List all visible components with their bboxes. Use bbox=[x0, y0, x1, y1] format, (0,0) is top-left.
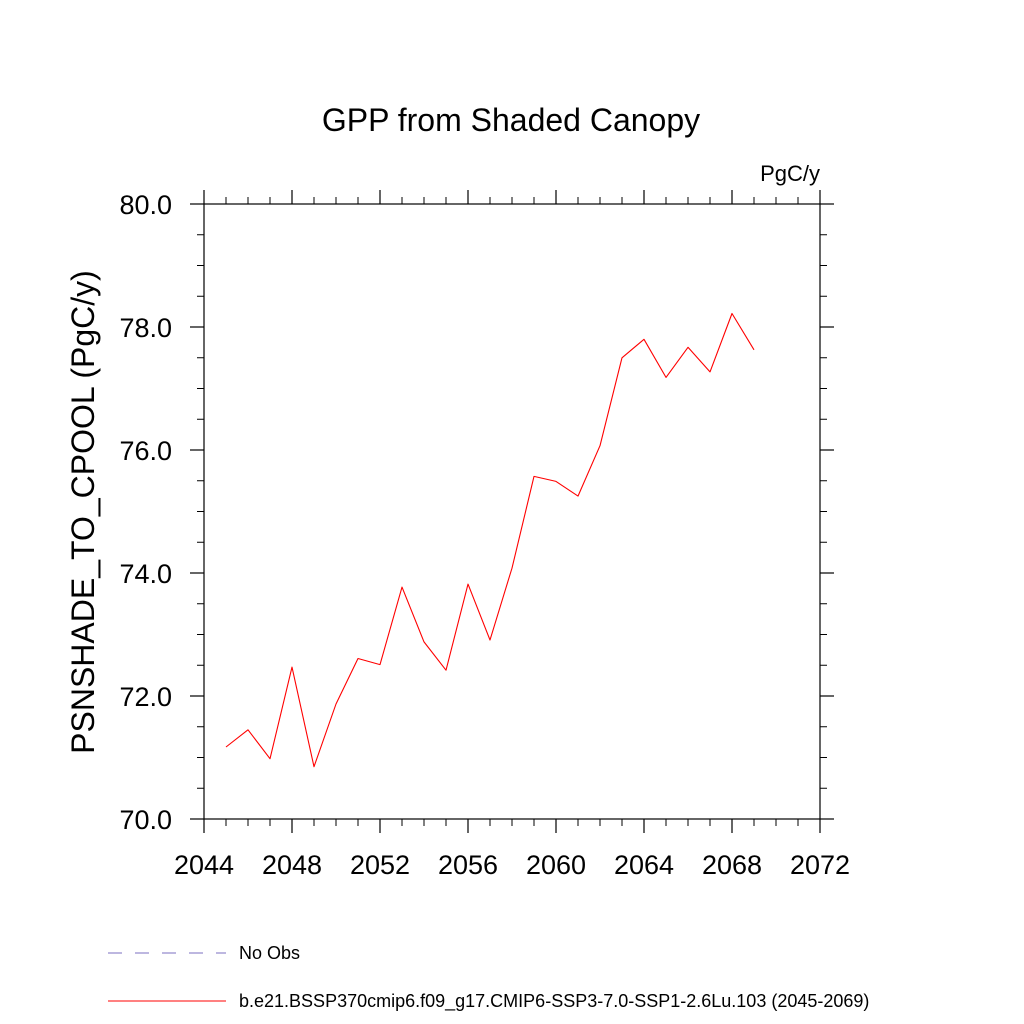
x-tick-label-2044: 2044 bbox=[174, 850, 234, 880]
data-point bbox=[599, 445, 600, 446]
legend: No Obs b.e21.BSSP370cmip6.f09_g17.CMIP6-… bbox=[108, 943, 869, 1012]
x-tick-label-2072: 2072 bbox=[790, 850, 850, 880]
data-point bbox=[533, 476, 534, 477]
data-point bbox=[643, 339, 644, 340]
axis-ticks bbox=[190, 190, 834, 833]
data-point bbox=[291, 666, 292, 667]
data-point bbox=[753, 349, 754, 350]
data-point bbox=[731, 313, 732, 314]
plot-area bbox=[203, 203, 821, 820]
legend-label-model-run: b.e21.BSSP370cmip6.f09_g17.CMIP6-SSP3-7.… bbox=[239, 991, 869, 1012]
data-point bbox=[665, 377, 666, 378]
data-point bbox=[401, 587, 402, 588]
data-point bbox=[577, 496, 578, 497]
data-point bbox=[335, 703, 336, 704]
data-point bbox=[709, 371, 710, 372]
series-line-0 bbox=[225, 312, 755, 768]
y-tick-label-76.0: 76.0 bbox=[119, 436, 172, 466]
x-tick-label-2048: 2048 bbox=[262, 850, 322, 880]
data-point bbox=[423, 641, 424, 642]
x-tick-label-2052: 2052 bbox=[350, 850, 410, 880]
data-point bbox=[467, 583, 468, 584]
data-point bbox=[313, 766, 314, 767]
data-point bbox=[511, 567, 512, 568]
data-point bbox=[269, 758, 270, 759]
y-tick-label-80.0: 80.0 bbox=[119, 190, 172, 220]
units-label: PgC/y bbox=[760, 161, 820, 186]
data-point bbox=[225, 746, 226, 747]
plot-frame bbox=[203, 203, 821, 820]
series-layer bbox=[225, 312, 755, 768]
y-axis-label: PSNSHADE_TO_CPOOL (PgC/y) bbox=[65, 270, 101, 754]
y-tick-label-72.0: 72.0 bbox=[119, 682, 172, 712]
data-point bbox=[247, 729, 248, 730]
data-point bbox=[555, 481, 556, 482]
x-tick-label-2060: 2060 bbox=[526, 850, 586, 880]
x-tick-label-2056: 2056 bbox=[438, 850, 498, 880]
x-tick-label-2068: 2068 bbox=[702, 850, 762, 880]
y-tick-label-70.0: 70.0 bbox=[119, 805, 172, 835]
y-tick-labels: 70.0 72.0 74.0 76.0 78.0 80.0 bbox=[119, 190, 172, 835]
x-tick-labels: 2044 2048 2052 2056 2060 2064 2068 2072 bbox=[174, 850, 850, 880]
y-tick-label-78.0: 78.0 bbox=[119, 313, 172, 343]
data-point bbox=[489, 639, 490, 640]
data-point bbox=[687, 347, 688, 348]
legend-label-no-obs: No Obs bbox=[239, 943, 300, 963]
chart-title: GPP from Shaded Canopy bbox=[322, 102, 700, 138]
data-point bbox=[357, 658, 358, 659]
y-tick-label-74.0: 74.0 bbox=[119, 559, 172, 589]
x-tick-label-2064: 2064 bbox=[614, 850, 674, 880]
data-point bbox=[445, 670, 446, 671]
data-point bbox=[621, 357, 622, 358]
data-point bbox=[379, 664, 380, 665]
